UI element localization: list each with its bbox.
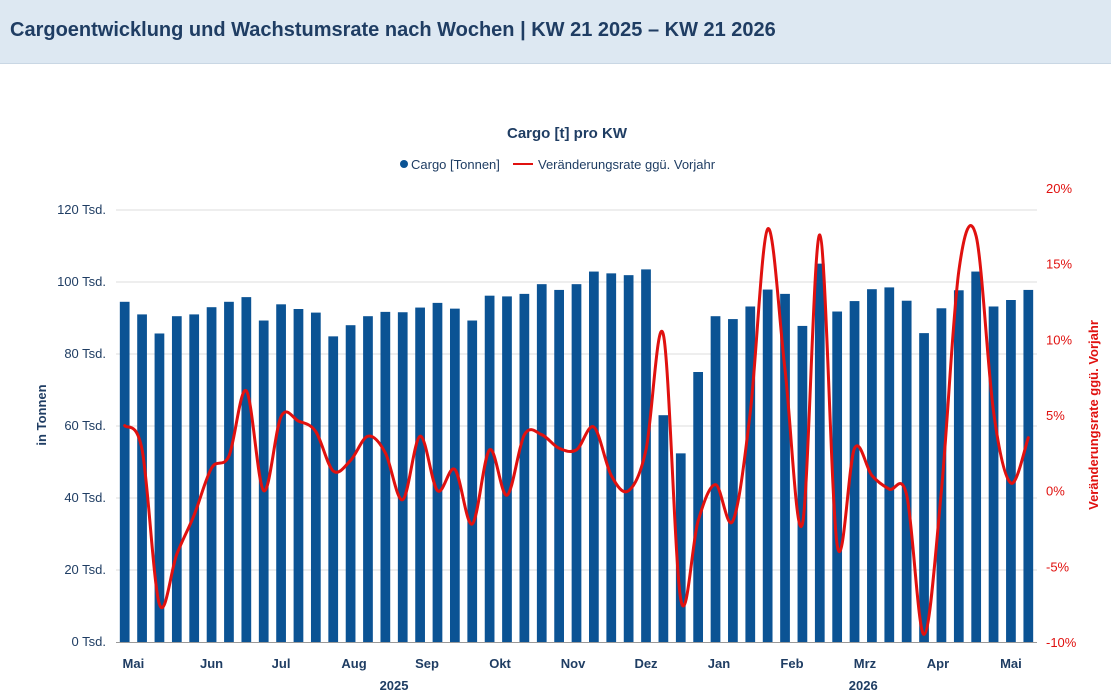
- bar: [901, 300, 912, 642]
- bar: [606, 273, 617, 642]
- bar: [1023, 289, 1034, 642]
- legend-marker-cargo: [400, 160, 408, 168]
- bar: [467, 320, 478, 642]
- y2-tick-label: -5%: [1046, 559, 1070, 574]
- bar: [189, 314, 200, 642]
- bar: [171, 316, 182, 642]
- bar: [519, 293, 530, 642]
- y-tick-label: 60 Tsd.: [64, 418, 106, 433]
- bar: [919, 333, 929, 642]
- y2-tick-label: 5%: [1046, 408, 1065, 423]
- bar: [693, 372, 704, 642]
- bar: [380, 311, 391, 642]
- x-tick-label: Sep: [415, 656, 439, 671]
- x-year-label: 2025: [380, 678, 409, 693]
- x-year-label: 2026: [849, 678, 878, 693]
- y-tick-label: 20 Tsd.: [64, 562, 106, 577]
- x-tick-label: Aug: [341, 656, 366, 671]
- y-tick-label: 120 Tsd.: [57, 202, 106, 217]
- bar: [154, 333, 165, 642]
- y-tick-label: 100 Tsd.: [57, 274, 106, 289]
- bar: [119, 301, 130, 642]
- x-tick-label: Jul: [272, 656, 291, 671]
- bar: [276, 304, 286, 642]
- bar: [710, 316, 721, 642]
- bar: [536, 284, 547, 642]
- page-title: Cargoentwicklung und Wachstumsrate nach …: [10, 19, 776, 41]
- bar: [658, 415, 669, 642]
- y2-tick-label: 0%: [1046, 484, 1065, 499]
- bar: [502, 296, 512, 642]
- y-axis-label: in Tonnen: [34, 384, 49, 445]
- bar: [675, 453, 686, 642]
- x-tick-label: Apr: [927, 656, 949, 671]
- x-tick-label: Okt: [489, 656, 511, 671]
- y-tick-label: 80 Tsd.: [64, 346, 106, 361]
- bar: [1006, 300, 1016, 642]
- bar: [780, 293, 790, 642]
- bar: [745, 306, 756, 642]
- bar-series-cargo: [119, 263, 1034, 642]
- x-tick-label: Feb: [780, 656, 803, 671]
- bar: [415, 307, 425, 642]
- bar: [363, 316, 373, 642]
- axes: 0 Tsd. 20 Tsd. 40 Tsd. 60 Tsd. 80 Tsd. 100 Ts…: [57, 181, 1077, 693]
- bar: [953, 290, 964, 642]
- bar: [589, 271, 599, 642]
- y-tick-label: 0 Tsd.: [72, 634, 106, 649]
- bar: [293, 309, 304, 642]
- x-tick-label: Nov: [561, 656, 586, 671]
- bar: [137, 314, 147, 642]
- bar: [762, 289, 773, 642]
- bar: [258, 320, 269, 642]
- bar: [832, 311, 843, 642]
- line-series-change-rate: [123, 224, 1030, 636]
- chart-title: Cargo [t] pro KW: [507, 125, 628, 142]
- bar: [484, 295, 495, 642]
- legend-label-cargo[interactable]: Cargo [Tonnen]: [411, 157, 500, 172]
- y2-tick-label: 10%: [1046, 332, 1072, 347]
- legend: Cargo [Tonnen] Veränderungsrate ggü. Vor…: [400, 157, 716, 172]
- x-tick-label: Mai: [123, 656, 145, 671]
- x-tick-label: Jun: [200, 656, 223, 671]
- bar: [797, 325, 808, 642]
- bar: [728, 319, 738, 642]
- x-tick-label: Mrz: [854, 656, 877, 671]
- bar: [241, 297, 252, 642]
- bar: [432, 302, 443, 642]
- bar: [849, 301, 860, 642]
- bar: [397, 312, 408, 642]
- bar: [867, 289, 877, 642]
- bar: [988, 306, 999, 642]
- header-bar: Cargoentwicklung und Wachstumsrate nach …: [0, 0, 1111, 64]
- y2-axis-label: Veränderungsrate ggü. Vorjahr: [1086, 320, 1101, 510]
- change-rate-line: [123, 224, 1030, 636]
- y2-tick-label: 20%: [1046, 181, 1072, 196]
- bar: [814, 263, 825, 642]
- y2-tick-label: -10%: [1046, 635, 1077, 650]
- bar: [328, 336, 339, 642]
- bar: [971, 271, 982, 642]
- x-tick-label: Jan: [708, 656, 730, 671]
- bar: [224, 301, 234, 642]
- bar: [449, 308, 460, 642]
- x-tick-label: Dez: [634, 656, 658, 671]
- y-tick-label: 40 Tsd.: [64, 490, 106, 505]
- x-tick-label: Mai: [1000, 656, 1022, 671]
- legend-label-change-rate[interactable]: Veränderungsrate ggü. Vorjahr: [538, 157, 716, 172]
- bar: [310, 312, 321, 642]
- bar: [571, 284, 582, 642]
- bar: [345, 325, 356, 642]
- bar: [554, 289, 564, 642]
- y2-tick-label: 15%: [1046, 257, 1072, 272]
- bar: [884, 287, 895, 642]
- bar: [206, 307, 217, 642]
- bar: [623, 275, 634, 642]
